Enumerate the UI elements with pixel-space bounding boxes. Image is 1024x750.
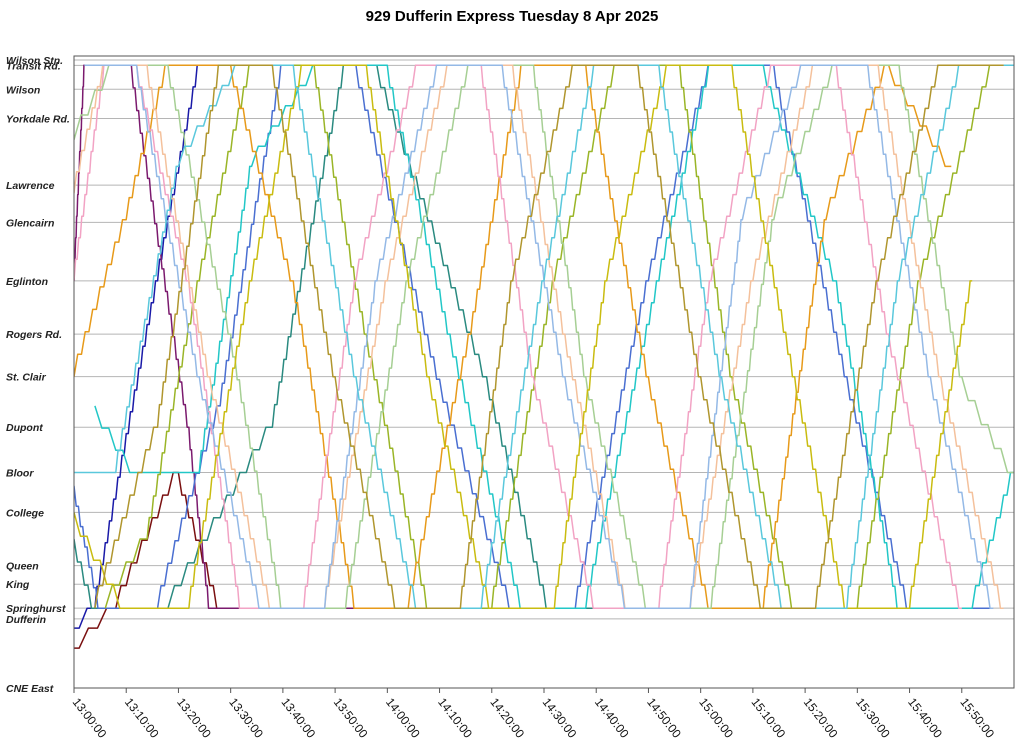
vehicle-trace	[74, 64, 1004, 609]
vehicle-trace	[74, 64, 367, 609]
x-tick-label: 13:30:00	[226, 695, 266, 741]
vehicle-trace	[74, 471, 367, 649]
chart-title: 929 Dufferin Express Tuesday 8 Apr 2025	[365, 8, 659, 25]
stop-label: Queen	[6, 561, 39, 573]
x-tick-label: 14:30:00	[540, 695, 580, 741]
vehicle-trace	[74, 64, 1014, 609]
time-axis: 13:00:00 13:10:00 13:20:00 13:30:00 13:40:00…	[70, 688, 997, 741]
stop-label: Dufferin	[6, 614, 46, 626]
stop-label: Lawrence	[6, 180, 55, 192]
x-tick-label: 13:00:00	[70, 695, 110, 741]
vehicle-trace	[94, 64, 1014, 609]
stop-labels: Wilson Stn.Transit Rd. Wilson Yorkdale Rd.…	[6, 55, 70, 695]
x-tick-label: 14:50:00	[644, 695, 684, 741]
x-tick-label: 15:30:00	[853, 695, 893, 741]
series-layer	[74, 64, 1014, 649]
x-tick-label: 14:20:00	[487, 695, 527, 741]
vehicle-trace	[74, 64, 1014, 609]
stop-label: Wilson Stn.	[6, 55, 63, 67]
x-tick-label: 13:50:00	[331, 695, 371, 741]
stop-label: Eglinton	[6, 276, 48, 288]
stop-label: Rogers Rd.	[6, 329, 62, 341]
x-tick-label: 14:10:00	[435, 695, 475, 741]
stop-label: Dupont	[6, 422, 43, 434]
stop-label: College	[6, 507, 44, 519]
vehicle-trace	[74, 64, 952, 609]
x-tick-label: 15:40:00	[905, 695, 945, 741]
x-tick-label: 14:00:00	[383, 695, 423, 741]
x-tick-label: 15:00:00	[696, 695, 736, 741]
x-tick-label: 13:20:00	[174, 695, 214, 741]
stop-label: Glencairn	[6, 217, 54, 229]
vehicle-trace	[74, 64, 973, 609]
x-tick-label: 15:50:00	[957, 695, 997, 741]
vehicle-trace	[94, 64, 1004, 609]
stop-label: Wilson	[6, 84, 40, 96]
stop-label: Springhurst	[6, 603, 66, 615]
x-tick-label: 14:40:00	[592, 695, 632, 741]
vehicle-trace	[84, 64, 994, 609]
x-tick-label: 13:10:00	[122, 695, 162, 741]
vehicle-trace	[74, 64, 994, 609]
x-tick-label: 13:40:00	[279, 695, 319, 741]
vehicle-trace	[104, 64, 994, 609]
stop-label: Transit Rd.	[6, 60, 61, 72]
stop-label: Yorkdale Rd.	[6, 114, 70, 126]
stop-label: King	[6, 579, 30, 591]
vehicle-trace	[74, 64, 962, 609]
stop-label: CNE East	[6, 683, 54, 695]
x-tick-label: 15:10:00	[749, 695, 789, 741]
stop-label: Bloor	[6, 467, 34, 479]
stop-label: St. Clair	[6, 372, 47, 384]
x-tick-label: 15:20:00	[801, 695, 841, 741]
